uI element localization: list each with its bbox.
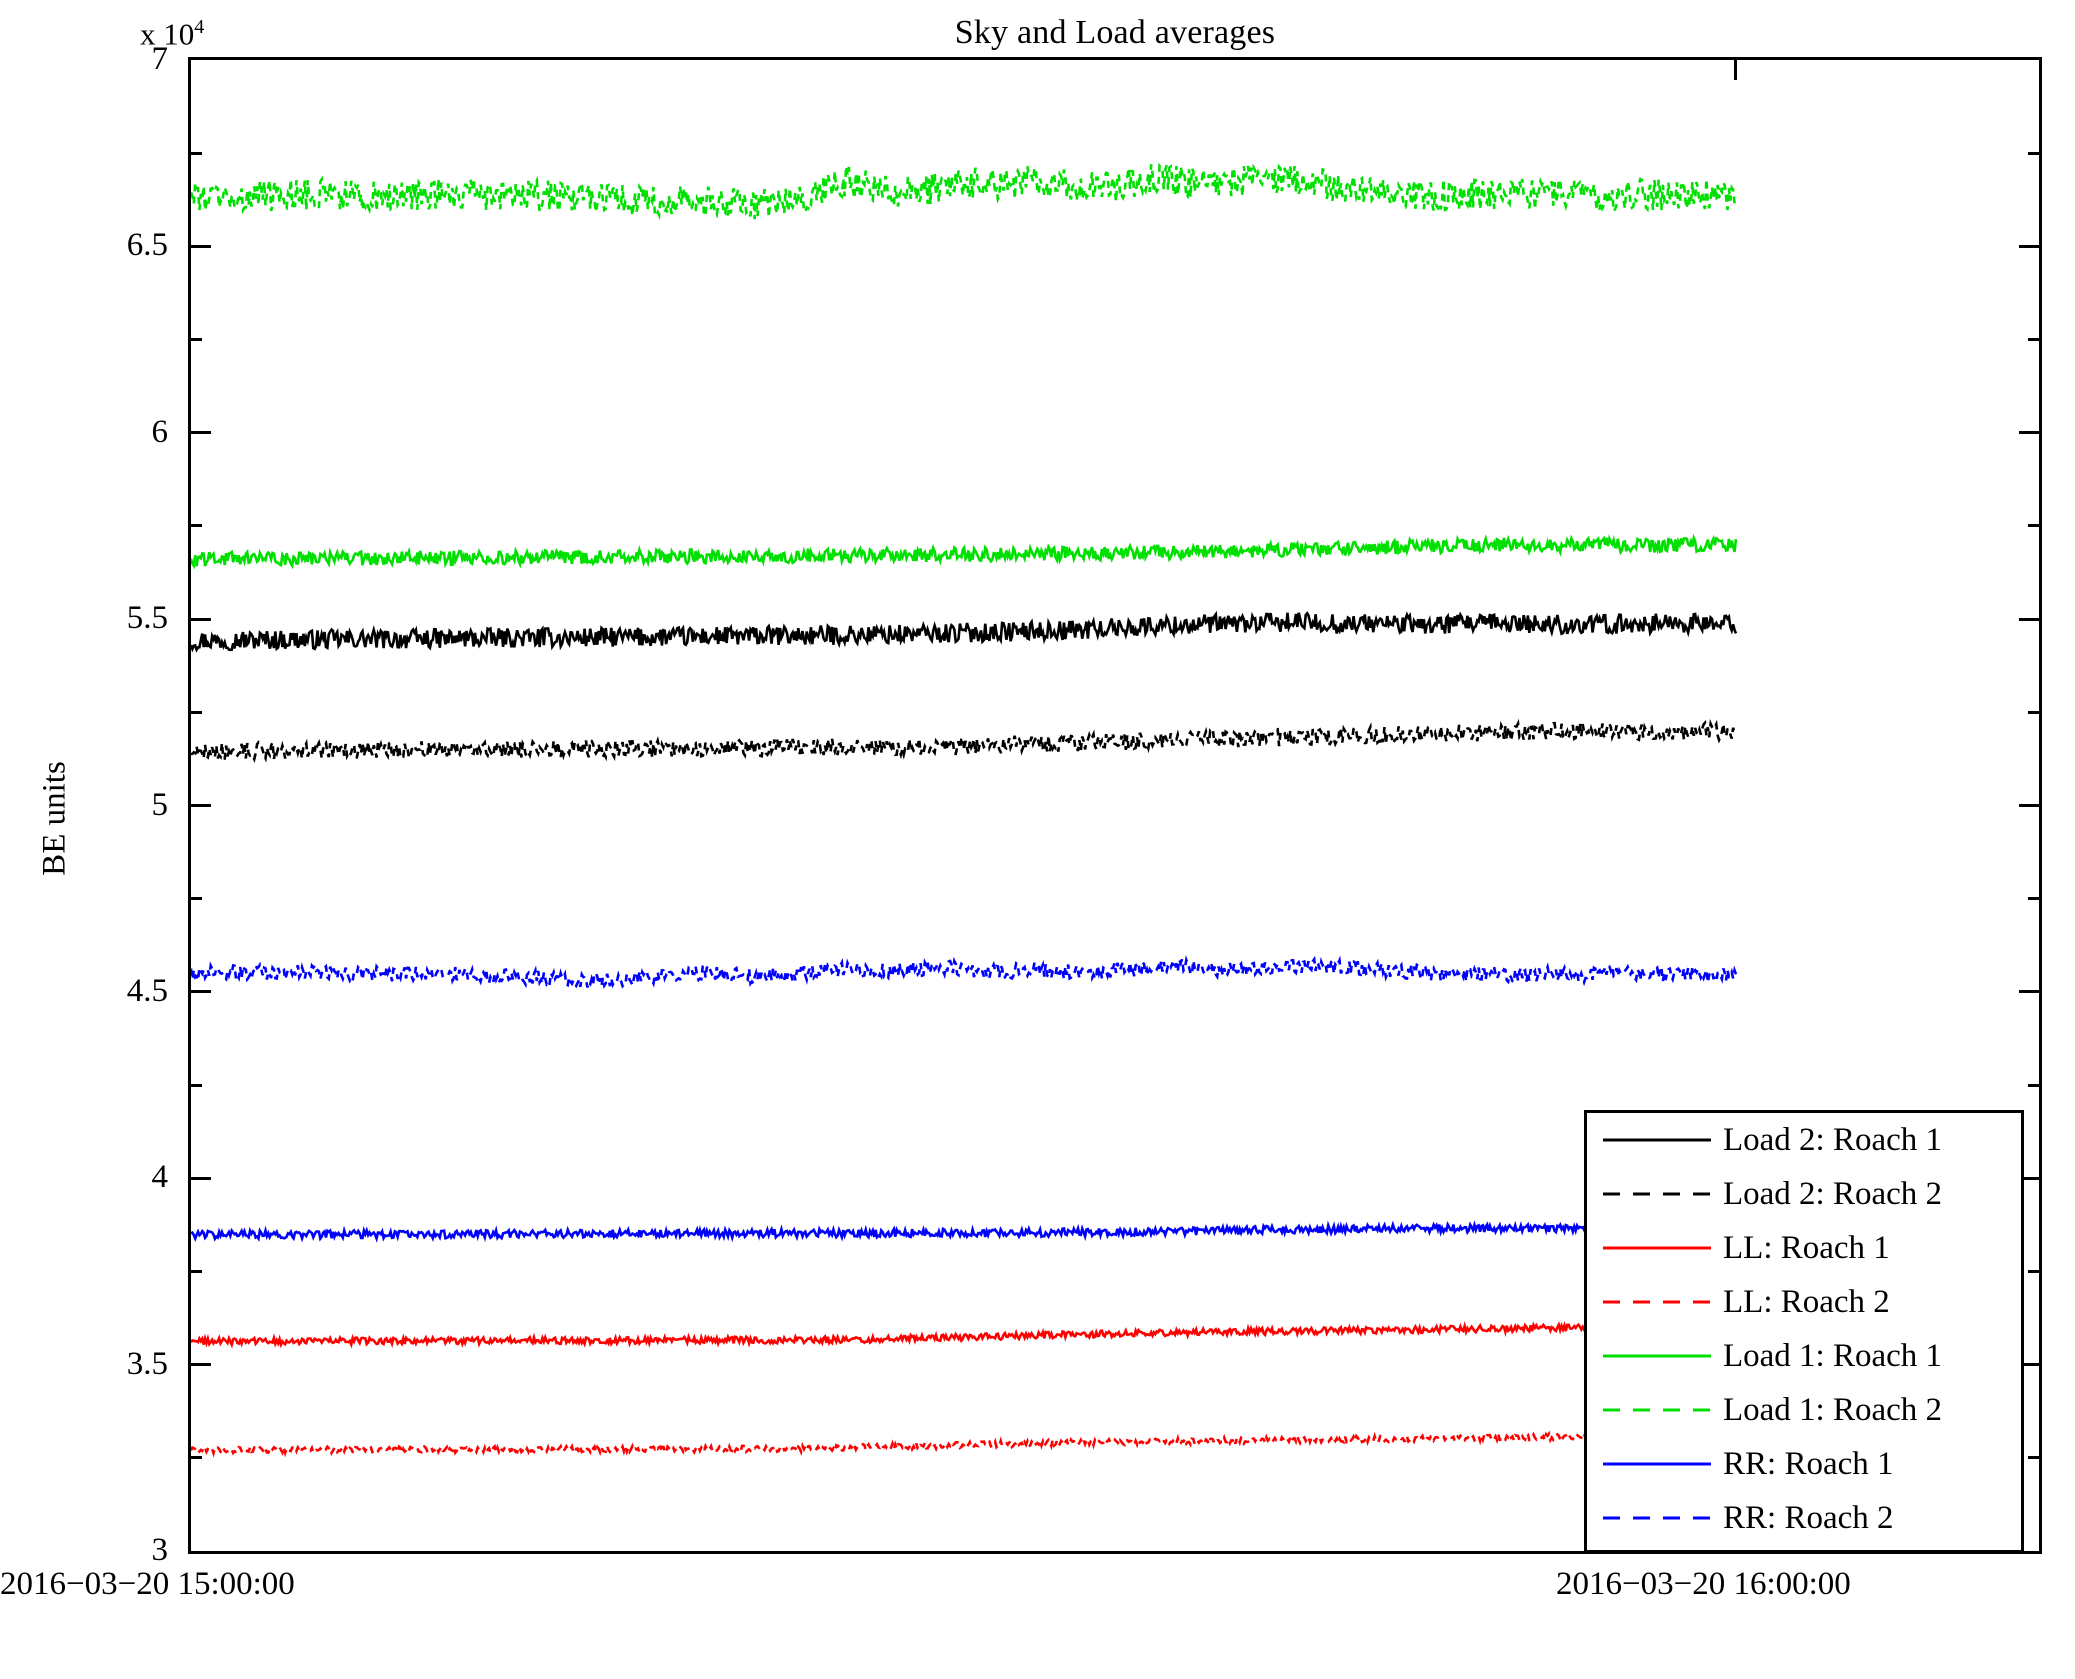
trace-load-2-roach-2 — [191, 718, 1737, 764]
y-axis-tick-label: 6.5 — [126, 227, 168, 264]
y-axis-minor-tick-mark — [191, 1269, 202, 1273]
legend-line-swatch — [1601, 1343, 1713, 1369]
legend-item[interactable]: RR: Roach 1 — [1587, 1437, 2021, 1491]
legend-line-swatch — [1601, 1127, 1713, 1153]
legend-line-swatch — [1601, 1235, 1713, 1261]
legend-item[interactable]: LL: Roach 1 — [1587, 1221, 2021, 1275]
y-axis-minor-tick-mark — [2028, 897, 2039, 901]
y-axis-minor-tick-mark — [2028, 151, 2039, 155]
y-axis-minor-tick-mark — [191, 338, 202, 342]
legend[interactable]: Load 2: Roach 1 Load 2: Roach 2 LL: Roach … — [1584, 1110, 2024, 1553]
trace-load-1-roach-1 — [191, 533, 1738, 570]
legend-item-label: LL: Roach 1 — [1723, 1229, 1890, 1266]
y-axis-tick-mark — [2019, 431, 2039, 435]
y-axis-tick-mark — [191, 617, 211, 621]
y-axis-tick-mark — [191, 1363, 211, 1367]
y-axis-minor-tick-mark — [2028, 710, 2039, 714]
legend-item[interactable]: Load 2: Roach 2 — [1587, 1167, 2021, 1221]
y-axis-tick-mark — [2019, 990, 2039, 994]
legend-line-swatch — [1601, 1397, 1713, 1423]
y-axis-tick-mark — [191, 990, 211, 994]
y-axis-tick-mark — [2019, 1176, 2039, 1180]
legend-line-swatch — [1601, 1505, 1713, 1531]
y-axis-minor-tick-mark — [191, 151, 202, 155]
y-axis-minor-tick-mark — [2028, 1269, 2039, 1273]
trace-rr-roach-2 — [191, 954, 1738, 990]
plot-area — [191, 60, 2039, 1551]
trace-load-2-roach-1 — [191, 610, 1738, 653]
legend-line-swatch — [1601, 1451, 1713, 1477]
y-axis-tick-label: 5 — [151, 786, 169, 823]
y-axis-minor-tick-mark — [2028, 1083, 2039, 1087]
legend-item[interactable]: Load 1: Roach 2 — [1587, 1383, 2021, 1437]
data-traces — [191, 162, 1738, 1458]
y-axis-minor-tick-mark — [2028, 1456, 2039, 1460]
x-axis-tick-label-start: 2016−03−20 15:00:00 — [0, 1566, 295, 1602]
legend-item-label: Load 1: Roach 2 — [1723, 1391, 1943, 1428]
y-axis-minor-tick-mark — [191, 524, 202, 528]
legend-line-swatch — [1601, 1289, 1713, 1315]
y-axis-tick-mark — [191, 244, 211, 248]
y-axis-tick-mark — [191, 431, 211, 435]
y-exponent-power: 4 — [194, 16, 205, 38]
legend-item[interactable]: RR: Roach 2 — [1587, 1491, 2021, 1545]
trace-ll-roach-2 — [191, 1427, 1738, 1458]
y-axis-minor-tick-mark — [2028, 338, 2039, 342]
y-axis-tick-label: 3.5 — [126, 1345, 168, 1382]
y-axis-tick-label: 5.5 — [126, 600, 168, 637]
legend-item-label: Load 2: Roach 1 — [1723, 1121, 1943, 1158]
y-axis-tick-label: 4.5 — [126, 972, 168, 1009]
y-axis-tick-mark — [191, 804, 211, 807]
y-axis-tick-mark — [191, 1176, 211, 1180]
trace-rr-roach-1 — [191, 1218, 1738, 1243]
legend-item-label: RR: Roach 1 — [1723, 1445, 1894, 1482]
y-axis-minor-tick-mark — [191, 1456, 202, 1460]
page-title: Sky and Load averages — [954, 14, 1276, 51]
legend-item-label: LL: Roach 2 — [1723, 1283, 1890, 1320]
y-exponent-prefix: x 10 — [140, 16, 195, 52]
y-axis-minor-tick-mark — [191, 897, 202, 901]
y-axis-tick-mark — [2019, 804, 2039, 807]
y-axis-minor-tick-mark — [191, 710, 202, 714]
x-axis-tick-mark — [1734, 60, 1738, 80]
x-axis-tick-label-end: 2016−03−20 16:00:00 — [1556, 1566, 1851, 1602]
trace-load-1-roach-2 — [191, 162, 1738, 221]
legend-item[interactable]: Load 1: Roach 1 — [1587, 1329, 2021, 1383]
y-axis-tick-mark — [2019, 1363, 2039, 1367]
y-axis-tick-label: 7 — [151, 41, 169, 77]
legend-item[interactable]: Load 2: Roach 1 — [1587, 1113, 2021, 1167]
y-axis-tick-mark — [2019, 617, 2039, 621]
y-axis-tick-label: 4 — [151, 1159, 169, 1196]
y-axis-tick-label: 6 — [151, 413, 169, 450]
y-axis-tick-labels: 3 3.5 4 4.5 5 5.5 6 6.5 7 — [34, 0, 168, 1679]
legend-item-label: Load 2: Roach 2 — [1723, 1175, 1943, 1212]
trace-ll-roach-1 — [191, 1318, 1738, 1349]
y-axis-minor-tick-mark — [2028, 524, 2039, 528]
legend-line-swatch — [1601, 1181, 1713, 1207]
legend-item[interactable]: LL: Roach 2 — [1587, 1275, 2021, 1329]
y-axis-tick-label: 3 — [151, 1532, 169, 1568]
legend-item-label: Load 1: Roach 1 — [1723, 1337, 1943, 1374]
legend-item-label: RR: Roach 2 — [1723, 1499, 1894, 1536]
y-axis-exponent-label: x 104 — [140, 16, 204, 52]
y-axis-minor-tick-mark — [191, 1083, 202, 1087]
y-axis-tick-mark — [2019, 244, 2039, 248]
y-axis-title: BE units — [36, 761, 73, 876]
